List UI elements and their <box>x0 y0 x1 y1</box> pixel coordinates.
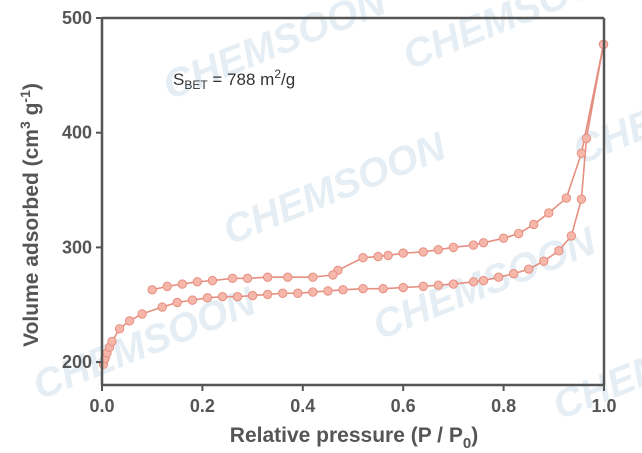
y-axis-title: Volume adsorbed (cm3 g-1) <box>17 83 43 347</box>
x-tick-label: 0.6 <box>391 396 416 416</box>
desorption-point <box>328 270 338 280</box>
x-tick-label: 1.0 <box>591 396 616 416</box>
y-tick-label: 300 <box>62 237 92 257</box>
x-tick-label: 0.4 <box>290 396 315 416</box>
desorption-point <box>418 247 428 257</box>
desorption-point <box>383 250 393 261</box>
desorption-point <box>576 148 587 159</box>
adsorption-point <box>554 246 564 256</box>
adsorption-point <box>478 275 489 286</box>
adsorption-point <box>581 133 592 144</box>
adsorption-point <box>418 281 428 292</box>
x-tick-label: 0.8 <box>491 396 516 416</box>
desorption-point <box>262 272 273 282</box>
ticks: 0.0 0.2 0.4 0.6 0.8 1.0 200 300 400 500 <box>62 8 617 416</box>
desorption-point <box>373 251 383 262</box>
desorption-point <box>398 248 408 258</box>
adsorption-point <box>232 291 243 302</box>
desorption-point <box>529 219 539 230</box>
adsorption-point <box>172 297 183 308</box>
watermark-text: CHEMSOON <box>27 279 263 408</box>
watermark-text: CHEMSOON <box>217 124 453 253</box>
adsorption-point <box>202 293 213 303</box>
watermark-text: CHEMSOON <box>397 0 633 78</box>
adsorption-point <box>468 277 479 287</box>
adsorption-point <box>247 290 258 301</box>
adsorption-point <box>323 286 333 296</box>
desorption-point <box>207 275 218 286</box>
desorption-point <box>468 240 479 250</box>
desorption-point <box>147 285 157 295</box>
adsorption-point <box>576 194 587 204</box>
desorption-line <box>152 44 605 291</box>
desorption-point <box>227 273 238 284</box>
bet-surface-area-annotation: SBET = 788 m2/g <box>173 67 295 92</box>
adsorption-point <box>378 283 388 294</box>
adsorption-point <box>278 288 288 298</box>
adsorption-point <box>433 280 444 290</box>
adsorption-point <box>493 272 504 282</box>
desorption-point <box>433 244 444 255</box>
plot-markers <box>98 39 609 370</box>
desorption-point <box>358 252 368 263</box>
desorption-point <box>162 281 172 292</box>
adsorption-point <box>524 264 534 274</box>
desorption-point <box>544 208 554 218</box>
y-tick-label: 400 <box>62 123 92 143</box>
adsorption-point <box>566 231 577 241</box>
adsorption-point <box>539 256 549 266</box>
adsorption-point <box>124 316 135 326</box>
x-tick-label: 0.2 <box>190 396 215 416</box>
desorption-point <box>308 272 318 282</box>
y-tick-label: 200 <box>62 352 92 372</box>
desorption-point <box>498 233 509 243</box>
axes <box>100 16 606 387</box>
desorption-point <box>561 193 572 203</box>
adsorption-point <box>137 309 147 319</box>
desorption-point <box>513 228 524 239</box>
watermark-text: CHEMSOON <box>157 0 393 108</box>
desorption-point <box>448 242 459 253</box>
desorption-point <box>192 277 203 287</box>
desorption-point <box>242 273 253 284</box>
adsorption-point <box>508 269 519 279</box>
x-axis-title: Relative pressure (P / P0) <box>230 424 478 452</box>
y-tick-label: 500 <box>62 8 92 28</box>
adsorption-point <box>308 287 318 297</box>
desorption-point <box>283 272 293 282</box>
adsorption-point <box>293 288 303 298</box>
adsorption-point <box>107 336 117 347</box>
x-tick-label: 0.0 <box>89 396 114 416</box>
adsorption-point <box>262 289 273 300</box>
adsorption-point <box>187 295 198 305</box>
adsorption-point <box>338 285 348 295</box>
adsorption-point <box>217 291 228 302</box>
adsorption-point <box>358 283 368 294</box>
adsorption-point <box>157 302 167 312</box>
adsorption-point <box>448 279 459 289</box>
adsorption-point <box>114 324 125 334</box>
adsorption-point <box>398 282 408 293</box>
desorption-point <box>478 238 489 248</box>
desorption-point <box>177 279 188 289</box>
